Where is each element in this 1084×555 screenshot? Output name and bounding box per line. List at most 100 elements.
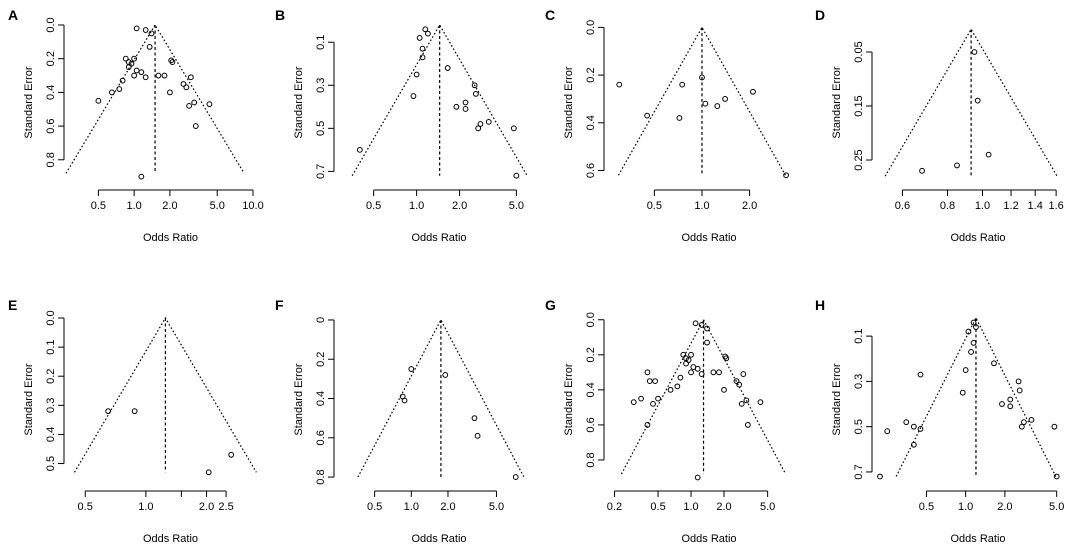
study-point — [910, 423, 917, 430]
study-point — [710, 369, 717, 376]
study-point — [723, 355, 730, 362]
y-tick-label: 0.7 — [853, 464, 865, 479]
study-point — [131, 72, 138, 79]
y-tick-label: 0.1 — [315, 35, 327, 50]
study-point — [985, 151, 992, 158]
y-tick-label: 0.5 — [315, 121, 327, 136]
study-point — [425, 30, 431, 37]
funnel-plot-d: D 0.05 0.15 0.25 Standard Error 0.6 0.8 1.0 1.2 1… — [815, 7, 1064, 244]
study-point — [884, 428, 891, 435]
study-point — [877, 473, 883, 480]
study-point — [116, 86, 123, 92]
x-axis-title: Odds Ratio — [411, 232, 466, 244]
study-point — [974, 97, 981, 104]
study-point — [999, 401, 1005, 407]
x-tick-label: 5.0 — [1049, 501, 1064, 513]
x-tick-label: 0.5 — [91, 200, 106, 212]
study-point — [655, 395, 661, 402]
study-point — [698, 371, 705, 377]
study-point — [419, 54, 426, 61]
study-point — [962, 367, 969, 373]
y-tick-label: 0.5 — [853, 419, 865, 434]
panel-letter: H — [815, 297, 825, 313]
x-tick-label: 5.0 — [509, 200, 524, 212]
study-point — [702, 100, 709, 107]
study-point — [138, 173, 145, 180]
funnel-plot-a: A 0.0 0.2 0.4 0.6 0.8 Standard Error 0.5 1.0 2.0 5… — [8, 7, 264, 244]
study-point — [917, 371, 924, 378]
study-point — [413, 71, 420, 78]
study-point — [183, 84, 190, 91]
y-tick-label: 0 — [315, 317, 327, 323]
study-point — [704, 339, 710, 346]
study-point — [688, 351, 694, 358]
study-point — [477, 121, 484, 127]
x-tick-label: 5.0 — [210, 200, 225, 212]
y-tick-label: 0.8 — [45, 152, 57, 167]
study-point — [155, 72, 162, 79]
x-axis-title: Odds Ratio — [143, 533, 198, 545]
y-tick-label: 0.4 — [45, 85, 57, 100]
x-axis-title: Odds Ratio — [143, 232, 198, 244]
study-point — [917, 426, 924, 432]
study-point — [616, 81, 623, 88]
panel-letter: B — [275, 7, 285, 23]
funnel-plot-g: G 0.0 0.2 0.4 0.6 0.8 Standard Error 0.2 0.5 1.0 2… — [545, 297, 787, 545]
study-point — [167, 89, 173, 96]
y-axis-title: Standard Error — [563, 66, 575, 138]
study-point — [1016, 387, 1023, 394]
y-tick-label: 0.4 — [585, 115, 597, 130]
y-tick-label: 0.25 — [853, 149, 865, 170]
study-point — [680, 351, 687, 358]
funnel-plot-f: F 0 0.2 0.4 0.6 0.8 Standard Error 0.5 1.0 2.0 5.0… — [275, 297, 525, 545]
study-point — [444, 65, 451, 71]
study-point — [644, 422, 651, 428]
y-tick-label: 0.2 — [45, 51, 57, 66]
study-point — [228, 451, 235, 458]
study-point — [694, 474, 701, 481]
y-tick-label: 0.6 — [45, 118, 57, 133]
funnel-plot-b: B 0.1 0.3 0.5 0.7 Standard Error 0.5 1.0 2.0 5.0 O… — [275, 7, 528, 244]
study-point — [744, 422, 751, 428]
y-tick-label: 0.5 — [45, 456, 57, 471]
study-point — [510, 125, 517, 132]
study-point — [638, 395, 644, 402]
y-tick-label: 0.15 — [853, 95, 865, 116]
study-point — [105, 408, 112, 415]
study-point — [959, 389, 966, 396]
y-tick-label: 0.0 — [45, 310, 57, 325]
x-tick-label: 1.0 — [126, 200, 141, 212]
study-point — [1015, 378, 1022, 385]
study-point — [169, 59, 176, 65]
study-point — [192, 123, 199, 129]
y-axis-title: Standard Error — [293, 363, 305, 435]
y-tick-label: 0.2 — [45, 369, 57, 384]
y-tick-label: 0.3 — [315, 78, 327, 93]
study-point — [1051, 423, 1058, 430]
study-point — [688, 369, 694, 376]
study-point — [757, 399, 764, 406]
study-point — [683, 360, 689, 367]
study-point — [128, 60, 135, 67]
x-tick-label: 2.0 — [199, 501, 214, 513]
study-point — [471, 82, 478, 89]
x-tick-label: 0.2 — [607, 501, 622, 513]
x-tick-label: 0.5 — [366, 200, 381, 212]
study-point — [408, 366, 415, 372]
study-point — [679, 81, 686, 88]
study-point — [95, 97, 102, 104]
y-tick-label: 0.6 — [585, 163, 597, 178]
study-point — [716, 369, 722, 376]
study-point — [750, 88, 756, 95]
study-point — [991, 360, 997, 367]
x-axis-title: Odds Ratio — [681, 533, 736, 545]
x-axis-title: Odds Ratio — [681, 232, 736, 244]
y-tick-label: 0.8 — [315, 469, 327, 484]
y-tick-label: 0.0 — [585, 20, 597, 35]
y-tick-label: 0.0 — [585, 312, 597, 327]
study-point — [462, 106, 469, 112]
study-point — [910, 441, 917, 448]
study-point — [650, 400, 656, 407]
y-axis-title: Standard Error — [831, 66, 843, 138]
